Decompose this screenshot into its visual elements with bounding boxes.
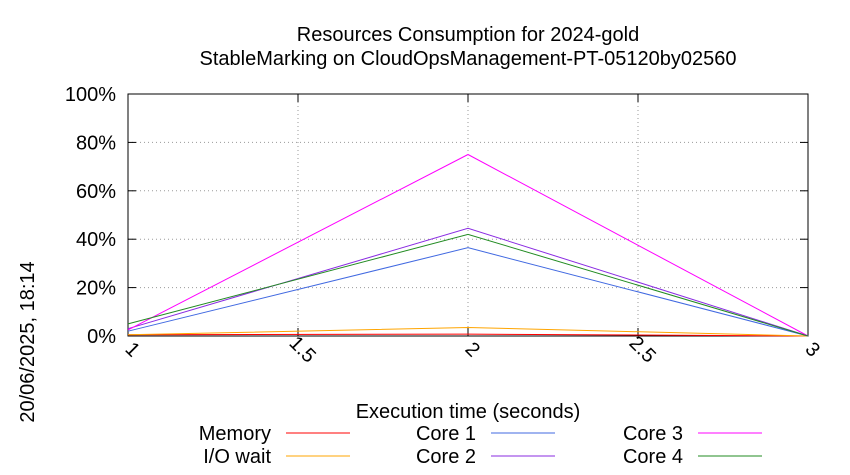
- x-tick-label: 1: [121, 338, 144, 361]
- x-tick-label: 2: [461, 338, 484, 361]
- series-lines: [127, 153, 809, 337]
- legend-label-core-2: Core 2: [416, 446, 476, 468]
- series-line-i-o-wait: [127, 326, 809, 337]
- legend-label-i-o-wait: I/O wait: [203, 446, 271, 468]
- chart-title: Resources Consumption for 2024-gold: [297, 24, 639, 46]
- grid-lines: [128, 94, 808, 336]
- series-line-core-2: [127, 227, 809, 337]
- series-line-core-1: [127, 247, 809, 337]
- series-line-core-3: [127, 153, 809, 337]
- series-line-memory: [127, 333, 809, 337]
- x-axis: 1 1.5 2 2.5 3: [121, 94, 824, 367]
- y-tick-label: 60%: [76, 181, 116, 203]
- chart-subtitle: StableMarking on CloudOpsManagement-PT-0…: [199, 48, 736, 70]
- x-tick-label: 1.5: [285, 332, 320, 367]
- legend-label-core-3: Core 3: [623, 423, 683, 445]
- timestamp-label: 20/06/2025, 18:14: [17, 261, 39, 422]
- y-tick-label: 0%: [87, 326, 116, 348]
- x-tick-label: 2.5: [625, 332, 660, 367]
- legend-label-core-4: Core 4: [623, 446, 683, 468]
- legend-label-memory: Memory: [199, 423, 271, 445]
- x-axis-label: Execution time (seconds): [356, 401, 581, 423]
- y-axis: 0% 20% 40% 60% 80% 100%: [65, 84, 808, 348]
- series-line-core-4: [127, 233, 809, 337]
- x-tick-label: 3: [801, 338, 824, 361]
- legend-label-core-1: Core 1: [416, 423, 476, 445]
- y-tick-label: 20%: [76, 278, 116, 300]
- y-tick-label: 80%: [76, 132, 116, 154]
- y-tick-label: 100%: [65, 84, 116, 106]
- y-tick-label: 40%: [76, 229, 116, 251]
